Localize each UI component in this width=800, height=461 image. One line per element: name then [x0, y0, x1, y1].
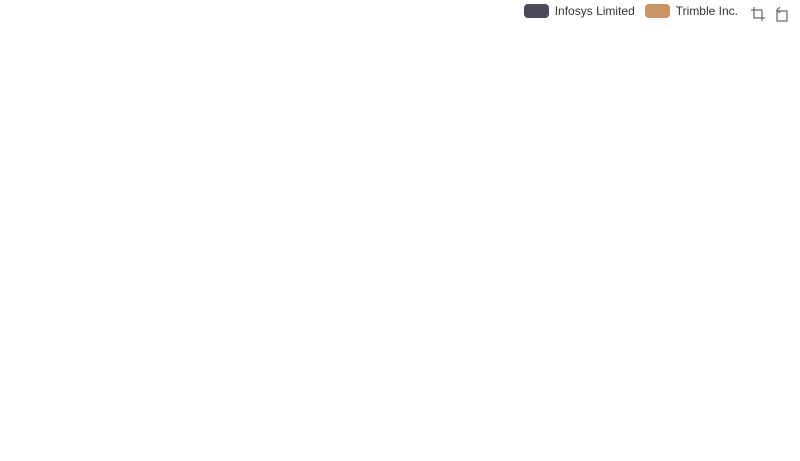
y-tick-label: 3B: [69, 157, 84, 171]
bar-infosys-2022[interactable]: [653, 75, 677, 319]
bar-trimble-2020[interactable]: [543, 283, 567, 319]
legend-swatch-trimble: [644, 4, 670, 18]
legend-item-trimble[interactable]: Trimble Inc.: [644, 4, 738, 18]
bar-infosys-2020[interactable]: [515, 109, 539, 320]
bar-infosys-2017[interactable]: [308, 167, 332, 319]
y-tick-label: 5B: [69, 53, 84, 67]
x-tick-label: 2017: [321, 323, 348, 337]
bar-trimble-2017[interactable]: [336, 294, 360, 319]
bar-infosys-2021[interactable]: [584, 106, 608, 320]
zoom-icon[interactable]: [750, 6, 766, 22]
legend-label-infosys: Infosys Limited: [554, 4, 635, 18]
bar-infosys-2023[interactable]: [722, 101, 746, 319]
x-tick-label: 2019: [459, 323, 486, 337]
data-zoom-preview: [95, 411, 783, 438]
y-tick-label: 4B: [69, 105, 84, 119]
bar-trimble-2019[interactable]: [474, 284, 498, 319]
bar-trimble-2023[interactable]: [750, 279, 774, 319]
y-axis-label: EBITDA: [33, 168, 47, 211]
x-tick-label: 2021: [596, 323, 623, 337]
restore-icon[interactable]: [774, 6, 790, 22]
bar-trimble-2014[interactable]: [129, 294, 153, 319]
bar-infosys-2019[interactable]: [446, 161, 470, 319]
bar-trimble-2015[interactable]: [198, 299, 222, 319]
data-zoom-grip[interactable]: [434, 403, 444, 407]
bar-infosys-2015[interactable]: [170, 184, 194, 319]
toolbox: [750, 6, 790, 22]
legend-swatch-infosys: [523, 4, 549, 18]
bar-trimble-2021[interactable]: [612, 275, 636, 319]
bar-trimble-2022[interactable]: [681, 280, 705, 319]
data-zoom-slider[interactable]: [92, 401, 786, 438]
y-tick-label: 2B: [69, 208, 84, 222]
legend-item-infosys[interactable]: Infosys Limited: [523, 4, 635, 18]
bar-infosys-2014[interactable]: [101, 202, 125, 319]
data-zoom-handle-right[interactable]: [778, 411, 786, 433]
bar-infosys-2016[interactable]: [239, 176, 263, 319]
legend: Infosys Limited Trimble Inc.: [523, 4, 738, 18]
y-tick-label: 0: [77, 312, 84, 326]
watermark-logo: [340, 176, 444, 283]
bar-trimble-2018[interactable]: [405, 288, 429, 319]
x-tick-label: 2023: [734, 323, 761, 337]
grid: [93, 59, 782, 320]
x-axis-label: Year: [424, 363, 448, 377]
data-zoom-handle-left[interactable]: [92, 411, 100, 433]
bar-infosys-2018[interactable]: [377, 164, 401, 319]
x-tick-label: 2015: [183, 323, 210, 337]
y-tick-label: 1B: [69, 260, 84, 274]
axes: 0 1B 2B 3B 4B 5B 2015 2017 2019 2021 2023: [69, 53, 782, 337]
bar-trimble-2016[interactable]: [267, 298, 291, 319]
legend-label-trimble: Trimble Inc.: [675, 4, 738, 18]
bars: [101, 75, 774, 320]
